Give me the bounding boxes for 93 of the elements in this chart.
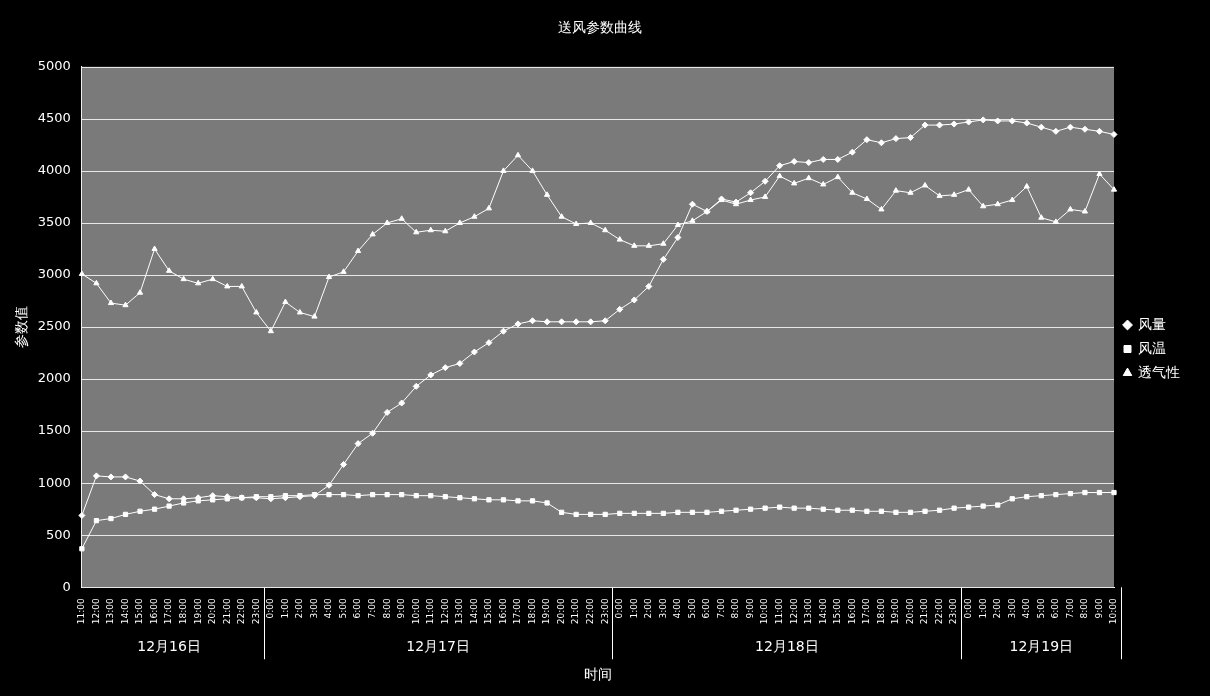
x-tick-label: 17:00 — [861, 597, 872, 625]
text: 12月18日 — [755, 637, 819, 654]
x-tick-label: 0:00 — [962, 598, 973, 619]
y-tick-label: 1500 — [37, 422, 71, 438]
x-tick-label: 4:00 — [672, 598, 683, 619]
x-tick-label: 22:00 — [585, 597, 596, 625]
legend-label: 风量 — [1138, 315, 1166, 332]
x-tick-label: 11:00 — [76, 597, 87, 625]
x-tick-label: 22:00 — [236, 597, 247, 625]
x-tick-label: 9:00 — [1093, 598, 1104, 619]
x-tick-label: 11:00 — [774, 597, 784, 625]
x-tick-label: 1:00 — [279, 598, 290, 619]
y-tick-label: 0 — [62, 578, 71, 594]
x-tick-label: 0:00 — [265, 598, 276, 619]
x-tick-label: 13:00 — [803, 597, 814, 625]
x-tick-label: 6:00 — [701, 598, 712, 619]
x-tick-label: 11:00 — [425, 597, 436, 625]
x-tick-label: 19:00 — [541, 597, 552, 625]
x-tick-label: 17:00 — [163, 597, 174, 625]
y-axis-title: 参数值 — [13, 306, 30, 349]
x-tick-label: 15:00 — [134, 597, 145, 625]
x-tick-label: 20:00 — [904, 597, 915, 625]
x-tick-label: 8:00 — [381, 598, 392, 619]
x-tick-label: 16:00 — [148, 597, 159, 625]
legend-label: 透气性 — [1138, 363, 1180, 380]
x-tick-label: 18:00 — [177, 597, 188, 625]
x-tick-label: 18:00 — [526, 597, 537, 625]
y-tick-label: 3000 — [37, 266, 71, 282]
x-tick-label: 6:00 — [352, 598, 363, 619]
x-tick-label: 7:00 — [366, 598, 377, 619]
x-tick-label: 2:00 — [992, 598, 1003, 619]
text: 12月16日 — [137, 637, 201, 654]
y-tick-label: 2000 — [37, 370, 71, 386]
y-tick-label: 2500 — [37, 318, 71, 334]
x-tick-label: 10:00 — [410, 597, 421, 625]
x-tick-label: 21:00 — [919, 597, 930, 625]
x-tick-label: 15:00 — [483, 597, 494, 625]
x-tick-label: 16:00 — [497, 597, 508, 625]
y-tick-label: 4000 — [37, 162, 71, 178]
x-tick-label: 8:00 — [1079, 598, 1090, 619]
x-tick-label: 2:00 — [643, 598, 654, 619]
y-tick-label: 1000 — [37, 474, 71, 490]
x-tick-label: 18:00 — [875, 597, 886, 625]
x-tick-label: 19:00 — [890, 597, 901, 625]
x-tick-label: 3:00 — [308, 598, 319, 619]
y-tick-label: 3500 — [37, 214, 71, 230]
x-tick-label: 2:00 — [294, 598, 305, 619]
x-tick-label: 3:00 — [657, 598, 668, 619]
x-tick-label: 9:00 — [396, 598, 407, 619]
x-tick-label: 12:00 — [788, 597, 799, 625]
x-tick-label: 20:00 — [555, 597, 566, 625]
x-tick-label: 1:00 — [628, 598, 639, 619]
x-tick-label: 5:00 — [686, 598, 697, 619]
x-tick-label: 1:00 — [977, 598, 988, 619]
x-axis-title: 时间 — [583, 666, 612, 683]
legend-label: 风温 — [1138, 339, 1166, 356]
x-tick-label: 7:00 — [1064, 598, 1075, 619]
x-tick-label: 14:00 — [119, 597, 130, 625]
x-tick-label: 0:00 — [614, 598, 625, 619]
y-tick-label: 5000 — [37, 58, 71, 74]
x-tick-label: 4:00 — [323, 598, 334, 619]
x-tick-label: 10:00 — [759, 597, 770, 625]
x-tick-label: 19:00 — [192, 597, 203, 625]
x-tick-label: 23:00 — [948, 597, 959, 625]
x-tick-label: 15:00 — [832, 597, 843, 625]
x-tick-label: 23:00 — [250, 597, 261, 625]
x-tick-label: 22:00 — [933, 597, 944, 625]
x-tick-label: 4:00 — [1021, 598, 1032, 619]
x-tick-label: 23:00 — [599, 597, 610, 625]
x-tick-label: 6:00 — [1050, 598, 1061, 619]
x-tick-label: 12:00 — [90, 597, 101, 625]
x-tick-label: 7:00 — [715, 598, 726, 619]
x-tick-label: 14:00 — [817, 597, 828, 625]
x-tick-label: 9:00 — [744, 598, 755, 619]
y-tick-label: 4500 — [37, 110, 71, 126]
y-tick-label: 500 — [46, 526, 71, 542]
text: 12月19日 — [1009, 637, 1074, 654]
x-tick-label: 10:00 — [1108, 597, 1119, 625]
x-tick-label: 3:00 — [1006, 598, 1017, 619]
chart-title: 送风参数曲线 — [558, 19, 642, 36]
x-tick-label: 21:00 — [570, 597, 581, 625]
x-tick-label: 13:00 — [454, 597, 465, 625]
x-tick-label: 8:00 — [730, 598, 741, 619]
x-tick-label: 20:00 — [207, 597, 218, 625]
text: 12月17日 — [406, 637, 470, 654]
x-tick-label: 5:00 — [1035, 598, 1046, 619]
x-tick-label: 5:00 — [337, 598, 348, 619]
x-tick-label: 14:00 — [468, 597, 479, 625]
x-tick-label: 13:00 — [105, 597, 116, 625]
x-tick-label: 12:00 — [439, 597, 450, 625]
x-tick-label: 16:00 — [846, 597, 857, 625]
x-tick-label: 21:00 — [221, 597, 232, 625]
x-tick-label: 17:00 — [512, 597, 523, 625]
